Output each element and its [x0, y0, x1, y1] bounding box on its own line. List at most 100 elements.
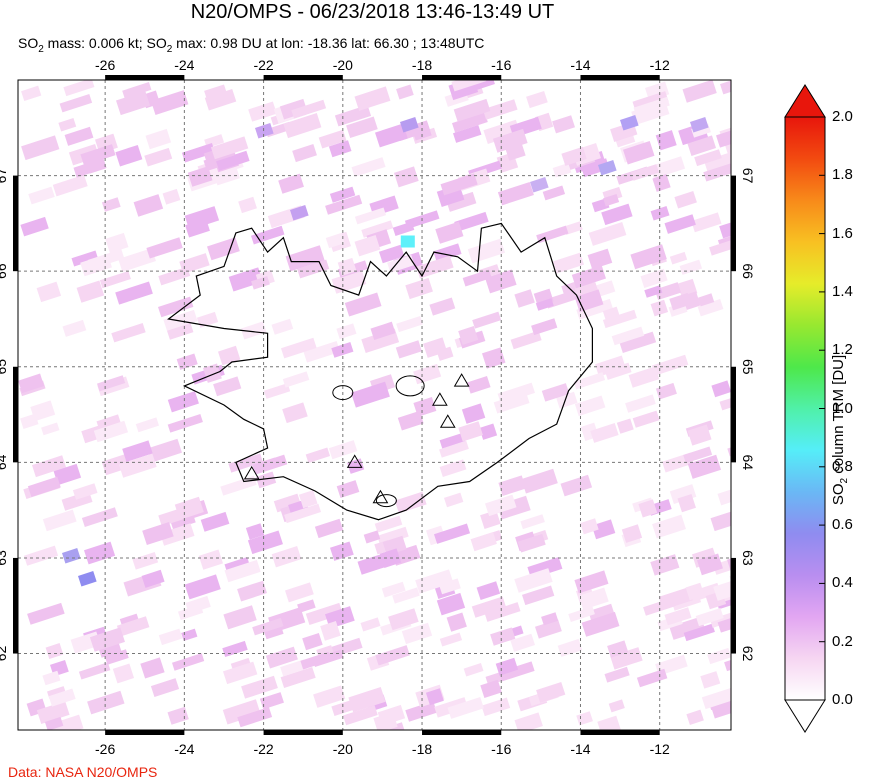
so2-pixel — [375, 123, 408, 148]
so2-pixel — [387, 254, 415, 273]
so2-pixel — [416, 255, 454, 279]
so2-pixel — [552, 115, 576, 134]
so2-pixel — [392, 221, 415, 236]
so2-pixel — [435, 221, 464, 244]
so2-pixel — [610, 647, 643, 670]
so2-pixel — [394, 166, 419, 188]
so2-pixel — [561, 146, 587, 166]
so2-pixel — [578, 587, 609, 610]
so2-pixel — [373, 711, 398, 730]
colorbar-tick-label: 0.2 — [832, 632, 853, 650]
so2-pixel — [467, 376, 491, 394]
so2-pixel — [683, 446, 713, 464]
bottom-border-bar — [105, 730, 185, 735]
so2-pixel — [351, 157, 386, 177]
so2-pixel — [471, 596, 507, 618]
so2-pixel — [144, 147, 173, 167]
so2-pixel — [594, 355, 626, 377]
so2-pixel — [223, 605, 257, 630]
x-tick-label-bottom: -20 — [333, 741, 353, 757]
so2-pixel — [636, 668, 668, 688]
so2-pixel — [252, 454, 288, 475]
so2-pixel — [291, 99, 327, 119]
so2-pixel — [160, 523, 195, 546]
so2-pixel — [425, 688, 444, 706]
so2-pixel — [357, 552, 389, 575]
so2-pixel — [59, 93, 93, 113]
so2-pixel — [346, 116, 378, 139]
so2-pixel — [479, 423, 498, 440]
so2-pixel — [305, 602, 343, 626]
x-tick-label-bottom: -12 — [650, 741, 670, 757]
so2-pixel — [707, 647, 731, 665]
so2-pixel — [255, 123, 274, 139]
coastline — [167, 222, 593, 521]
so2-pixel — [115, 144, 143, 167]
so2-pixel — [704, 152, 731, 174]
so2-pixel — [141, 569, 165, 588]
so2-pixel — [526, 90, 548, 109]
so2-pixel — [711, 380, 731, 398]
so2-pixel — [536, 681, 566, 703]
so2-pixel — [370, 321, 396, 341]
colorbar-title: SO2 column TRM [DU] — [830, 354, 850, 506]
so2-pixel — [116, 90, 151, 116]
so2-pixel — [283, 113, 322, 139]
so2-pixel — [105, 232, 129, 254]
so2-pixel — [563, 221, 583, 235]
so2-pixel — [623, 141, 655, 165]
so2-pixel — [101, 197, 121, 212]
so2-pixel — [162, 188, 181, 205]
so2-pixel — [334, 104, 372, 127]
y-tick-label-left: 65 — [0, 359, 9, 375]
so2-pixel — [184, 574, 221, 600]
so2-pixel — [118, 453, 157, 478]
so2-pixel — [429, 297, 456, 316]
so2-pixel — [76, 280, 105, 303]
so2-pixel — [463, 663, 484, 677]
colorbar — [784, 84, 826, 733]
volcano-icon — [439, 414, 456, 428]
x-tick-label-top: -22 — [253, 57, 273, 73]
so2-pixel — [210, 136, 249, 160]
so2-pixel — [241, 675, 278, 699]
x-tick-label-top: -18 — [412, 57, 432, 73]
so2-pixel — [63, 80, 95, 97]
so2-pixel — [591, 519, 616, 540]
so2-pixel — [552, 162, 572, 178]
so2-pixel — [542, 185, 566, 201]
y-tick-label-right: 66 — [740, 263, 756, 279]
so2-pixel — [36, 701, 70, 724]
so2-pixel — [122, 440, 153, 462]
so2-pixel — [273, 493, 301, 513]
so2-pixel — [467, 238, 506, 264]
so2-pixel — [541, 383, 570, 402]
so2-pixel — [439, 459, 467, 477]
so2-pixel — [187, 166, 213, 187]
so2-pixel — [330, 541, 354, 561]
so2-pixel — [318, 129, 347, 149]
so2-pixel — [347, 458, 365, 474]
so2-pixel — [215, 150, 250, 171]
so2-pixel — [697, 298, 724, 317]
so2-pixel — [697, 293, 715, 307]
so2-pixel — [397, 410, 424, 431]
so2-pixel — [150, 678, 180, 698]
so2-pixel — [200, 511, 230, 532]
so2-pixel — [351, 381, 390, 408]
so2-pixel — [331, 342, 354, 358]
so2-pixel — [163, 309, 198, 331]
volcano-markers — [243, 373, 470, 504]
so2-pixel — [633, 96, 670, 117]
so2-pixel — [400, 117, 419, 133]
so2-pixel — [135, 417, 160, 433]
so2-pixel — [651, 354, 689, 376]
so2-pixel — [116, 616, 150, 637]
so2-pixel — [598, 160, 617, 176]
so2-pixel — [482, 99, 518, 120]
so2-pixel — [18, 373, 45, 394]
so2-pixel — [198, 549, 223, 570]
so2-pixel — [133, 194, 164, 217]
so2-pixel — [588, 222, 627, 246]
